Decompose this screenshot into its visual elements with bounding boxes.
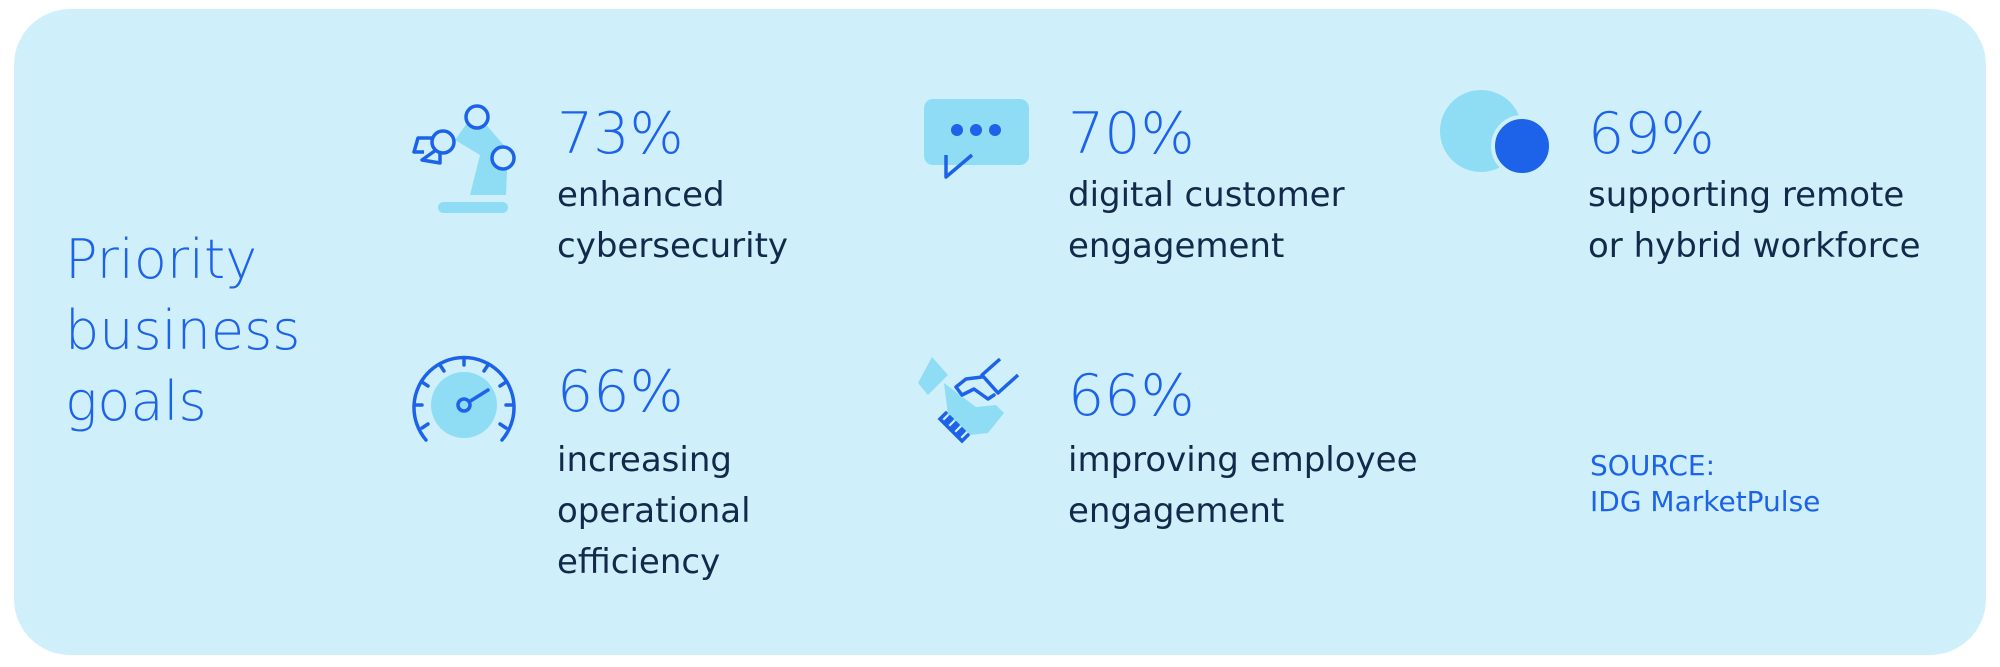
headline-line: business	[65, 299, 301, 362]
stat-description: supporting remote or hybrid workforce	[1588, 170, 1921, 272]
stat-description-line: increasing	[557, 440, 732, 480]
stat-percent: 70%	[1068, 101, 1195, 167]
stat-percent: 66%	[1068, 363, 1195, 429]
source-label: SOURCE:	[1590, 449, 1716, 482]
stat-percent: 73%	[557, 101, 684, 167]
stat-percent: 66%	[557, 359, 684, 425]
handshake-icon	[918, 355, 1030, 445]
stat-description-line: operational	[557, 491, 751, 531]
stat-description-line: engagement	[1068, 226, 1285, 266]
headline-line: Priority	[65, 228, 258, 291]
stat-description-line: cybersecurity	[557, 226, 789, 266]
stat-description: increasing operational efficiency	[557, 435, 751, 588]
stat-description-line: or hybrid workforce	[1588, 226, 1921, 266]
stat-description-line: supporting remote	[1588, 175, 1905, 215]
stat-description: enhanced cybersecurity	[557, 170, 788, 272]
robotic-arm-icon	[410, 100, 520, 220]
stat-percent: 69%	[1588, 101, 1715, 167]
overlapping-circles-icon	[1440, 90, 1555, 180]
source-note: SOURCE: IDG MarketPulse	[1590, 448, 1820, 520]
stat-description: improving employee engagement	[1068, 435, 1418, 537]
stat-description-line: digital customer	[1068, 175, 1345, 215]
headline: Priority business goals	[65, 224, 365, 437]
chat-bubble-icon	[922, 97, 1032, 182]
stat-description: digital customer engagement	[1068, 170, 1345, 272]
stat-description-line: efficiency	[557, 542, 721, 582]
stat-description-line: improving employee	[1068, 440, 1418, 480]
headline-line: goals	[65, 370, 207, 433]
stat-description-line: engagement	[1068, 491, 1285, 531]
stat-description-line: enhanced	[557, 175, 725, 215]
speedometer-icon	[408, 350, 520, 445]
source-name: IDG MarketPulse	[1590, 485, 1821, 518]
